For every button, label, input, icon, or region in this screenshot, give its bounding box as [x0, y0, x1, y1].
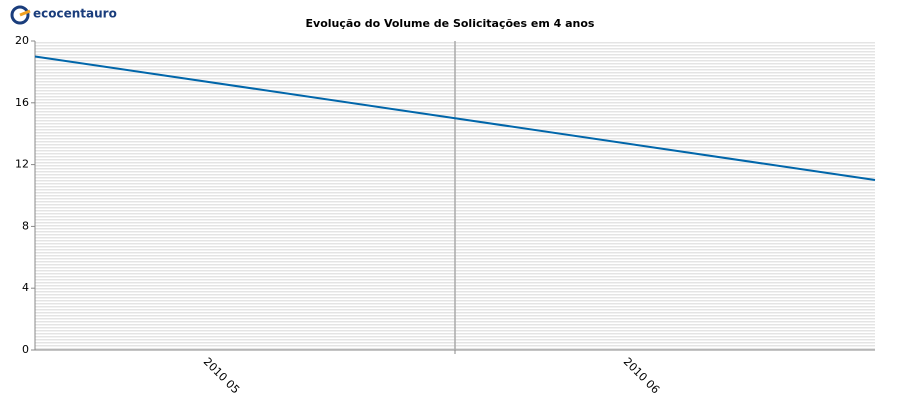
y-tick-label: 8 [22, 219, 29, 232]
y-tick-label: 12 [15, 158, 29, 171]
logo-text: ecocentauro [33, 7, 117, 21]
x-tick-label: 2010 05 [201, 355, 242, 396]
y-tick-label: 4 [22, 281, 29, 294]
y-tick-label: 20 [15, 34, 29, 47]
y-tick-label: 16 [15, 96, 29, 109]
y-tick-label: 0 [22, 343, 29, 356]
line [34, 55, 876, 182]
chart-title: Evolução do Volume de Solicitações em 4 … [306, 17, 595, 30]
x-tick-label: 2010 06 [621, 355, 662, 396]
logo: ecocentauro [10, 5, 117, 25]
